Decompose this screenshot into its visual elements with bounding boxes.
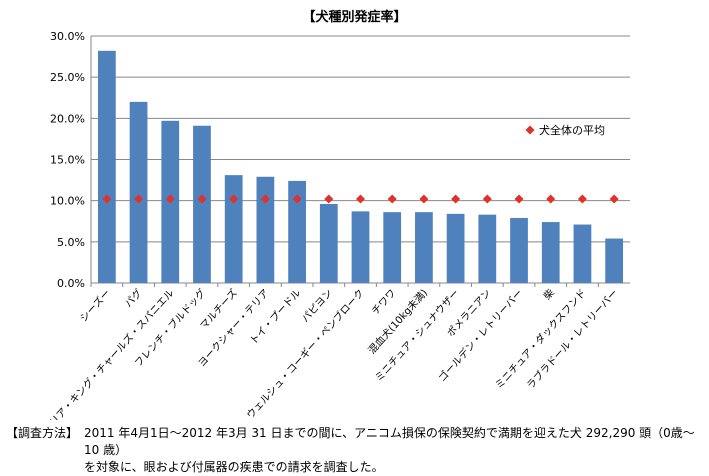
bar [415, 212, 433, 283]
y-tick-label: 5.0% [57, 236, 85, 249]
average-marker [102, 194, 112, 204]
survey-method-line-1: 2011 年4月1日～2012 年3月 31 日までの間に、アニコム損保の保険契… [84, 426, 695, 457]
bar [319, 203, 338, 283]
bar [383, 212, 402, 283]
average-marker [577, 194, 587, 204]
average-marker [387, 194, 397, 204]
x-tick-label: 柴 [541, 286, 557, 302]
x-tick-label: シーズー [77, 286, 113, 324]
y-tick-label: 10.0% [50, 195, 85, 208]
average-marker [134, 194, 144, 204]
bar [573, 224, 592, 283]
bar [256, 176, 275, 283]
bar [97, 50, 116, 283]
average-marker [514, 194, 524, 204]
average-marker [451, 194, 461, 204]
average-marker [609, 194, 619, 204]
bar [541, 222, 560, 283]
bar [446, 213, 465, 283]
average-marker [292, 194, 302, 204]
bar [351, 211, 370, 283]
bar [605, 238, 624, 283]
bar [510, 217, 528, 283]
average-marker [419, 194, 429, 204]
survey-method-label: 【調査方法】 [6, 426, 79, 440]
bar-chart: 0.0%5.0%10.0%15.0%20.0%25.0%30.0%シーズー パグキ… [27, 30, 630, 420]
chart-title: 【犬種別発症率】 [302, 10, 407, 25]
bar [288, 180, 306, 283]
average-marker [356, 194, 365, 204]
average-marker [482, 194, 492, 204]
average-marker [165, 194, 175, 204]
legend-label: 犬全体の平均 [539, 123, 605, 137]
bar [193, 125, 211, 283]
survey-method-line-2: を対象に、眼および付属器の疾患での請求を調査した。 [84, 460, 384, 474]
y-tick-label: 0.0% [57, 277, 85, 290]
average-marker [546, 194, 556, 204]
bar [478, 214, 497, 283]
average-marker [197, 194, 207, 204]
y-tick-label: 30.0% [50, 30, 85, 43]
average-marker [260, 194, 270, 204]
y-tick-label: 15.0% [50, 154, 85, 167]
survey-method-note: 【調査方法】 2011 年4月1日～2012 年3月 31 日までの間に、アニコ… [6, 425, 709, 476]
y-tick-label: 20.0% [50, 112, 85, 125]
x-tick-label: パグ [122, 286, 145, 310]
x-tick-label: チワワ [369, 287, 398, 317]
bar [129, 101, 148, 283]
bar [224, 175, 243, 283]
y-tick-label: 25.0% [50, 71, 85, 84]
x-tick-label: 混血犬(10kg未満) [365, 286, 430, 356]
x-tick-label: ウェルシュ・コーギー・ペンブローク [244, 286, 367, 420]
legend-marker [525, 125, 535, 135]
average-marker [229, 194, 239, 204]
average-marker [324, 194, 334, 204]
